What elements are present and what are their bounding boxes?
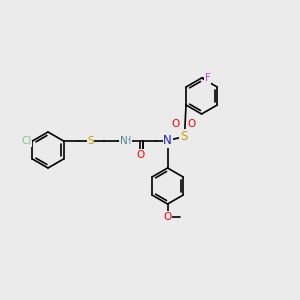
Text: N: N: [163, 134, 172, 148]
Text: O: O: [188, 119, 196, 129]
Text: H: H: [124, 136, 131, 146]
Text: O: O: [136, 150, 145, 160]
Text: O: O: [164, 212, 172, 222]
Text: Cl: Cl: [21, 136, 32, 146]
Text: S: S: [87, 136, 94, 146]
Text: N: N: [120, 136, 128, 146]
Text: O: O: [172, 119, 180, 129]
Text: F: F: [205, 73, 211, 83]
Text: S: S: [180, 130, 187, 142]
